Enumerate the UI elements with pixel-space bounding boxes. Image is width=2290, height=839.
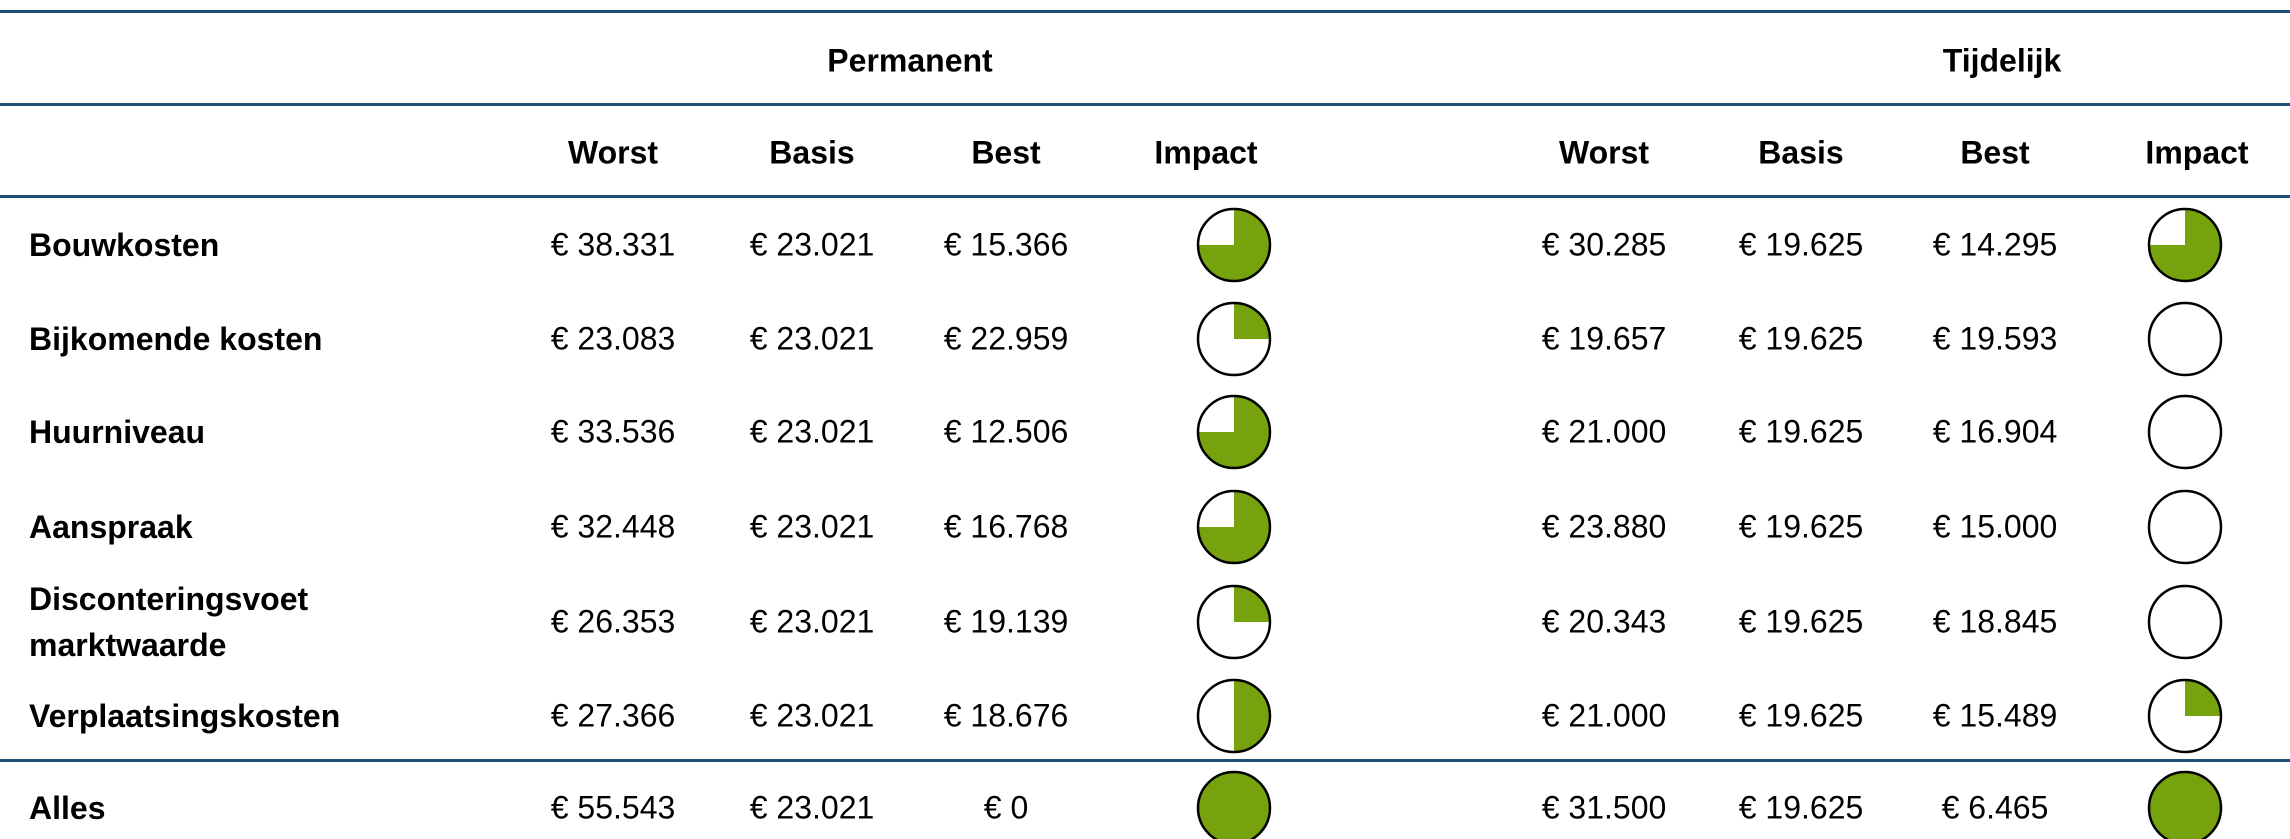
impact-fill: [1234, 586, 1270, 622]
cell-value: € 23.021: [749, 508, 875, 545]
impact-outline: [1196, 678, 1272, 754]
cell-value: € 23.021: [749, 603, 875, 640]
cell-value: € 30.285: [1541, 226, 1667, 263]
column-header: Best: [971, 134, 1041, 171]
cell-value: € 21.000: [1541, 413, 1667, 450]
column-header: Impact: [1154, 134, 1258, 171]
cell-value: € 21.000: [1541, 697, 1667, 734]
impact-outline: [1196, 301, 1272, 377]
cell-value: € 12.506: [943, 413, 1069, 450]
row-label: Disconteringsvoet marktwaarde: [29, 581, 309, 663]
impact-bg: [2149, 491, 2221, 563]
impact-fill: [1198, 772, 1270, 839]
cell-value: € 19.139: [943, 603, 1069, 640]
rule: [0, 195, 2290, 198]
impact-fill: [2149, 772, 2221, 839]
cell-value: € 16.768: [943, 508, 1069, 545]
rule: [0, 10, 2290, 13]
cell-value: € 32.448: [550, 508, 676, 545]
column-header: Best: [1960, 134, 2030, 171]
impact-outline: [2147, 489, 2223, 565]
impact-outline: [2147, 770, 2223, 839]
impact-fill: [1198, 209, 1270, 281]
cell-value: € 19.657: [1541, 320, 1667, 357]
row-label: Bijkomende kosten: [29, 321, 323, 357]
rule: [0, 759, 2290, 762]
cell-value: € 6.465: [1941, 789, 2049, 826]
cell-value: € 18.845: [1932, 603, 2058, 640]
impact-bg: [2149, 396, 2221, 468]
cell-value: € 15.489: [1932, 697, 2058, 734]
cell-value: € 20.343: [1541, 603, 1667, 640]
column-header: Worst: [567, 134, 659, 171]
cell-value: € 16.904: [1932, 413, 2058, 450]
column-header: Worst: [1558, 134, 1650, 171]
cell-value: € 23.880: [1541, 508, 1667, 545]
impact-outline: [2147, 584, 2223, 660]
column-header: Basis: [1758, 134, 1844, 171]
cell-value: € 23.021: [749, 320, 875, 357]
impact-bg: [2149, 303, 2221, 375]
impact-outline: [1196, 770, 1272, 839]
impact-outline: [2147, 207, 2223, 283]
cell-value: € 19.625: [1738, 413, 1864, 450]
cell-value: € 19.593: [1932, 320, 2058, 357]
cell-value: € 18.676: [943, 697, 1069, 734]
cell-value: € 19.625: [1738, 603, 1864, 640]
impact-fill: [2149, 209, 2221, 281]
cell-value: € 38.331: [550, 226, 676, 263]
impact-outline: [1196, 489, 1272, 565]
cell-value: € 15.000: [1932, 508, 2058, 545]
row-label: Alles: [29, 790, 106, 826]
cell-value: € 31.500: [1541, 789, 1667, 826]
impact-fill: [1198, 396, 1270, 468]
cell-value: € 26.353: [550, 603, 676, 640]
cell-value: € 33.536: [550, 413, 676, 450]
impact-fill: [2185, 680, 2221, 716]
row-label: Aanspraak: [29, 509, 193, 545]
impact-outline: [1196, 207, 1272, 283]
cell-value: € 55.543: [550, 789, 676, 826]
cell-value: € 22.959: [943, 320, 1069, 357]
cell-value: € 23.021: [749, 226, 875, 263]
impact-bg: [2149, 586, 2221, 658]
impact-outline: [2147, 678, 2223, 754]
cell-value: € 0: [983, 789, 1029, 826]
column-header: Basis: [769, 134, 855, 171]
impact-outline: [2147, 394, 2223, 470]
group-header: Tijdelijk: [1942, 42, 2062, 79]
column-header: Impact: [2145, 134, 2249, 171]
row-label: Huurniveau: [29, 414, 206, 450]
impact-outline: [1196, 584, 1272, 660]
cell-value: € 19.625: [1738, 226, 1864, 263]
rule: [0, 103, 2290, 106]
cell-value: € 23.021: [749, 789, 875, 826]
cell-value: € 23.021: [749, 413, 875, 450]
impact-fill: [1198, 491, 1270, 563]
cell-value: € 23.021: [749, 697, 875, 734]
group-header: Permanent: [827, 42, 993, 79]
cell-value: € 23.083: [550, 320, 676, 357]
impact-outline: [2147, 301, 2223, 377]
cell-value: € 19.625: [1738, 320, 1864, 357]
impact-fill: [1234, 303, 1270, 339]
cell-value: € 27.366: [550, 697, 676, 734]
row-label: Verplaatsingskosten: [29, 698, 341, 734]
cell-value: € 19.625: [1738, 697, 1864, 734]
cell-value: € 19.625: [1738, 789, 1864, 826]
cell-value: € 15.366: [943, 226, 1069, 263]
impact-outline: [1196, 394, 1272, 470]
impact-fill: [1234, 680, 1270, 752]
cell-value: € 14.295: [1932, 226, 2058, 263]
row-label: Bouwkosten: [29, 227, 220, 263]
cell-value: € 19.625: [1738, 508, 1864, 545]
